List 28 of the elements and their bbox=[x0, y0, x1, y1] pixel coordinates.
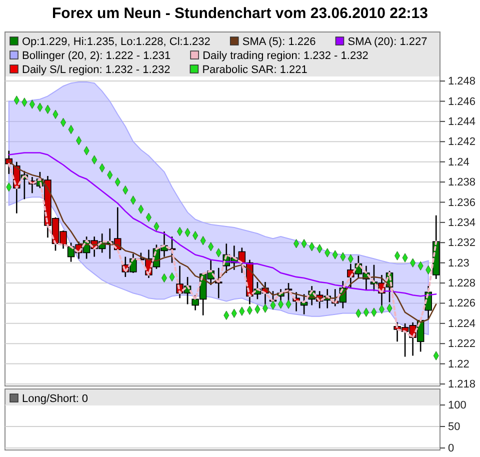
legend-label: SMA (5): 1.226 bbox=[242, 36, 316, 48]
legend-label: Daily S/L region: 1.232 - 1.232 bbox=[22, 64, 170, 76]
legend-label: Daily trading region: 1.232 - 1.232 bbox=[202, 50, 368, 62]
legend-label: Bollinger (20, 2): 1.222 - 1.231 bbox=[22, 50, 171, 62]
y-tick-label: 1.236 bbox=[448, 196, 476, 209]
y-tick-label: 1.246 bbox=[448, 96, 476, 108]
y-tick-label: 1.228 bbox=[448, 278, 476, 290]
chart-title: Forex um Neun - Stundenchart vom 23.06.2010 22:13 bbox=[52, 5, 428, 22]
y-tick-label: 50 bbox=[448, 421, 460, 434]
legend-label: Op:1.229, Hi:1.235, Lo:1.228, Cl:1.232 bbox=[22, 36, 210, 48]
y-tick-label: 1.234 bbox=[448, 216, 476, 229]
y-tick-label: 1.248 bbox=[448, 76, 476, 88]
y-tick-label: 1.222 bbox=[448, 338, 476, 350]
y-tick-label: 1.22 bbox=[448, 358, 470, 370]
y-tick-label: 100 bbox=[448, 400, 466, 412]
y-tick-label: 1.232 bbox=[448, 237, 476, 250]
y-tick-label: 1.23 bbox=[448, 257, 470, 270]
legend-label: Parabolic SAR: 1.221 bbox=[202, 64, 308, 76]
y-tick-label: 1.242 bbox=[448, 136, 476, 148]
y-tick-label: 1.224 bbox=[448, 318, 476, 330]
y-tick-label: 1.244 bbox=[448, 116, 476, 128]
legend-label: SMA (20): 1.227 bbox=[348, 36, 428, 48]
legend-label: Long/Short: 0 bbox=[22, 393, 88, 405]
y-tick-label: 1.226 bbox=[448, 298, 476, 310]
y-tick-label: 0 bbox=[448, 442, 454, 455]
y-tick-label: 1.218 bbox=[448, 378, 476, 391]
y-tick-label: 1.238 bbox=[448, 176, 476, 189]
y-tick-label: 1.24 bbox=[448, 156, 470, 168]
